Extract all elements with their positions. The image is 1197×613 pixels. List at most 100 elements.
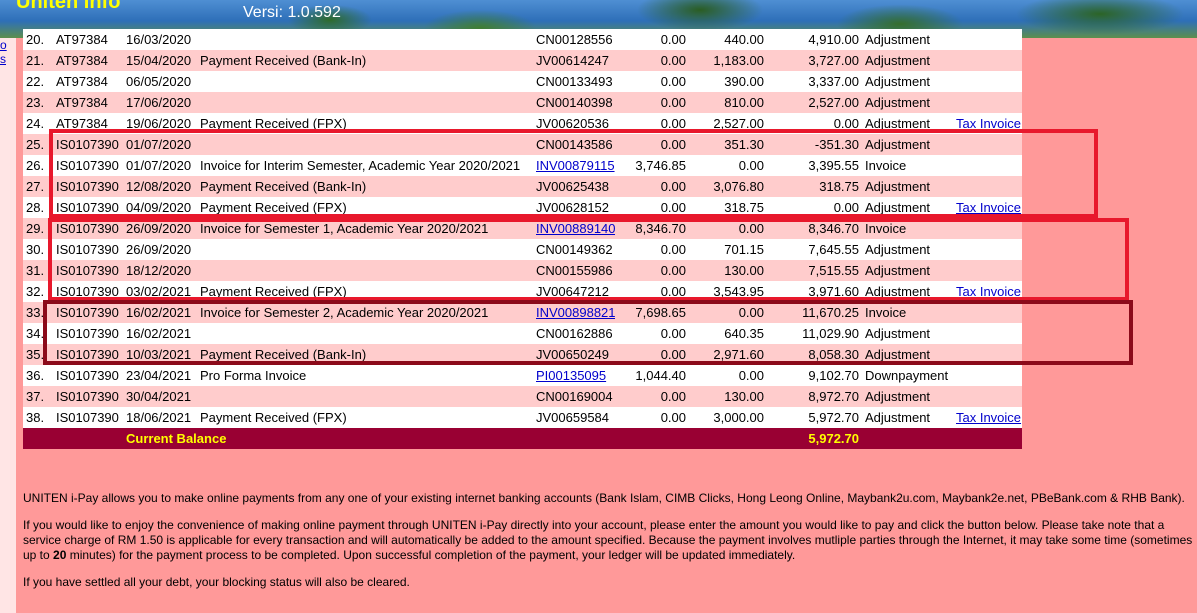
- txn-type-cell: Adjustment: [865, 95, 931, 110]
- description-cell: [197, 29, 533, 50]
- document-no-cell: CN00149362: [536, 242, 613, 257]
- ledger-row: 22. AT97384 06/05/2020 CN00133493 0.00 390.00…: [23, 71, 1022, 92]
- debit-cell: 0.00: [660, 263, 686, 278]
- credit-cell: 351.30: [724, 137, 764, 152]
- app-logo: Uniten Info: [16, 0, 121, 13]
- balance-cell: 3,395.55: [808, 158, 859, 173]
- ledger-row: 28. IS0107390 04/09/2020 Payment Received (…: [23, 197, 1022, 218]
- student-id-cell: IS0107390: [56, 263, 119, 278]
- balance-cell: 0.00: [833, 116, 859, 131]
- action-cell: [953, 386, 1022, 407]
- action-cell: [953, 155, 1022, 176]
- ipay-info: UNITEN i-Pay allows you to make online p…: [23, 491, 1195, 602]
- credit-cell: 318.75: [724, 200, 764, 215]
- balance-cell: 11,029.90: [802, 326, 859, 341]
- balance-cell: 2,527.00: [808, 95, 859, 110]
- ledger-row: 24. AT97384 19/06/2020 Payment Received (FP…: [23, 113, 1022, 134]
- credit-cell: 640.35: [724, 326, 764, 341]
- student-id-cell: IS0107390: [56, 137, 119, 152]
- ledger-row: 37. IS0107390 30/04/2021 CN00169004 0.00 130.…: [23, 386, 1022, 407]
- debit-cell: 3,746.85: [635, 158, 686, 173]
- ledger-row: 31. IS0107390 18/12/2020 CN00155986 0.00 130.…: [23, 260, 1022, 281]
- document-no-cell: JV00659584: [536, 410, 610, 425]
- txn-date-cell: 10/03/2021: [126, 347, 192, 362]
- action-cell: [953, 218, 1022, 239]
- document-no-cell: CN00140398: [536, 95, 613, 110]
- ipay-info-para2: If you would like to enjoy the convenien…: [23, 518, 1195, 563]
- txn-type-cell: Adjustment: [865, 116, 931, 131]
- student-id-cell: IS0107390: [56, 179, 119, 194]
- balance-cell: 8,972.70: [808, 389, 859, 404]
- txn-date-cell: 01/07/2020: [126, 158, 192, 173]
- document-no-cell: INV00889140: [533, 218, 615, 239]
- document-link[interactable]: INV00879115: [536, 158, 615, 173]
- txn-type-cell: Adjustment: [865, 263, 931, 278]
- tax-invoice-link[interactable]: Tax Invoice: [956, 200, 1022, 215]
- student-id-cell: AT97384: [56, 74, 108, 89]
- credit-cell: 810.00: [724, 95, 764, 110]
- document-no-cell: JV00625438: [536, 179, 610, 194]
- txn-date-cell: 16/03/2020: [126, 32, 192, 47]
- ledger-row: 29. IS0107390 26/09/2020 Invoice for Semest…: [23, 218, 1022, 239]
- document-no-cell: JV00650249: [536, 347, 610, 362]
- ledger-row: 38. IS0107390 18/06/2021 Payment Received (…: [23, 407, 1022, 428]
- debit-cell: 0.00: [660, 242, 686, 257]
- txn-date-cell: 17/06/2020: [126, 95, 192, 110]
- current-balance-value: 5,972.70: [767, 428, 862, 449]
- credit-cell: 701.15: [724, 242, 764, 257]
- description-cell: Payment Received (FPX): [200, 200, 347, 215]
- debit-cell: 0.00: [660, 32, 686, 47]
- sidebar-link-1[interactable]: o: [0, 38, 7, 52]
- txn-type-cell: Adjustment: [865, 200, 931, 215]
- tax-invoice-link[interactable]: Tax Invoice: [956, 284, 1022, 299]
- student-id-cell: IS0107390: [56, 221, 119, 236]
- document-link[interactable]: INV00898821: [536, 305, 615, 320]
- student-id-cell: AT97384: [56, 53, 108, 68]
- row-number-cell: 29.: [26, 221, 45, 236]
- sidebar-link-2[interactable]: s: [0, 52, 6, 66]
- balance-cell: 3,727.00: [808, 53, 859, 68]
- document-no-cell: CN00155986: [536, 263, 613, 278]
- description-cell: Payment Received (Bank-In): [200, 347, 367, 362]
- document-no-cell: INV00898821: [533, 302, 615, 323]
- ledger-row: 33. IS0107390 16/02/2021 Invoice for Semest…: [23, 302, 1022, 323]
- student-id-cell: IS0107390: [56, 368, 119, 383]
- txn-date-cell: 06/05/2020: [126, 74, 192, 89]
- student-id-cell: IS0107390: [56, 326, 119, 341]
- document-link[interactable]: INV00889140: [536, 221, 615, 236]
- description-cell: [197, 323, 533, 344]
- action-cell: [953, 302, 1022, 323]
- action-cell: Tax Invoice: [953, 113, 1022, 134]
- row-number-cell: 28.: [26, 200, 45, 215]
- row-number-cell: 38.: [26, 410, 45, 425]
- credit-cell: 1,183.00: [713, 53, 764, 68]
- balance-cell: 3,971.60: [808, 284, 859, 299]
- debit-cell: 0.00: [660, 389, 686, 404]
- ledger-row: 32. IS0107390 03/02/2021 Payment Received (…: [23, 281, 1022, 302]
- txn-type-cell: Adjustment: [865, 347, 931, 362]
- row-number-cell: 25.: [26, 137, 45, 152]
- txn-date-cell: 19/06/2020: [126, 116, 192, 131]
- ledger-table: 20. AT97384 16/03/2020 CN00128556 0.00 440.00…: [23, 29, 1022, 449]
- student-id-cell: IS0107390: [56, 305, 119, 320]
- credit-cell: 0.00: [738, 221, 764, 236]
- ipay-info-para3: If you have settled all your debt, your …: [23, 575, 410, 589]
- row-number-cell: 27.: [26, 179, 45, 194]
- row-number-cell: 24.: [26, 116, 45, 131]
- credit-cell: 390.00: [724, 74, 764, 89]
- txn-date-cell: 23/04/2021: [126, 368, 192, 383]
- txn-type-cell: Adjustment: [865, 32, 931, 47]
- action-cell: [953, 50, 1022, 71]
- tax-invoice-link[interactable]: Tax Invoice: [956, 116, 1022, 131]
- ledger-row: 21. AT97384 15/04/2020 Payment Received (Ba…: [23, 50, 1022, 71]
- txn-date-cell: 30/04/2021: [126, 389, 192, 404]
- description-cell: [197, 71, 533, 92]
- debit-cell: 7,698.65: [635, 305, 686, 320]
- action-cell: [953, 323, 1022, 344]
- document-link[interactable]: PI00135095: [536, 368, 607, 383]
- ledger-row: 25. IS0107390 01/07/2020 CN00143586 0.00 351.…: [23, 134, 1022, 155]
- txn-date-cell: 26/09/2020: [126, 221, 192, 236]
- txn-date-cell: 01/07/2020: [126, 137, 192, 152]
- tax-invoice-link[interactable]: Tax Invoice: [956, 410, 1022, 425]
- description-cell: Payment Received (FPX): [200, 284, 347, 299]
